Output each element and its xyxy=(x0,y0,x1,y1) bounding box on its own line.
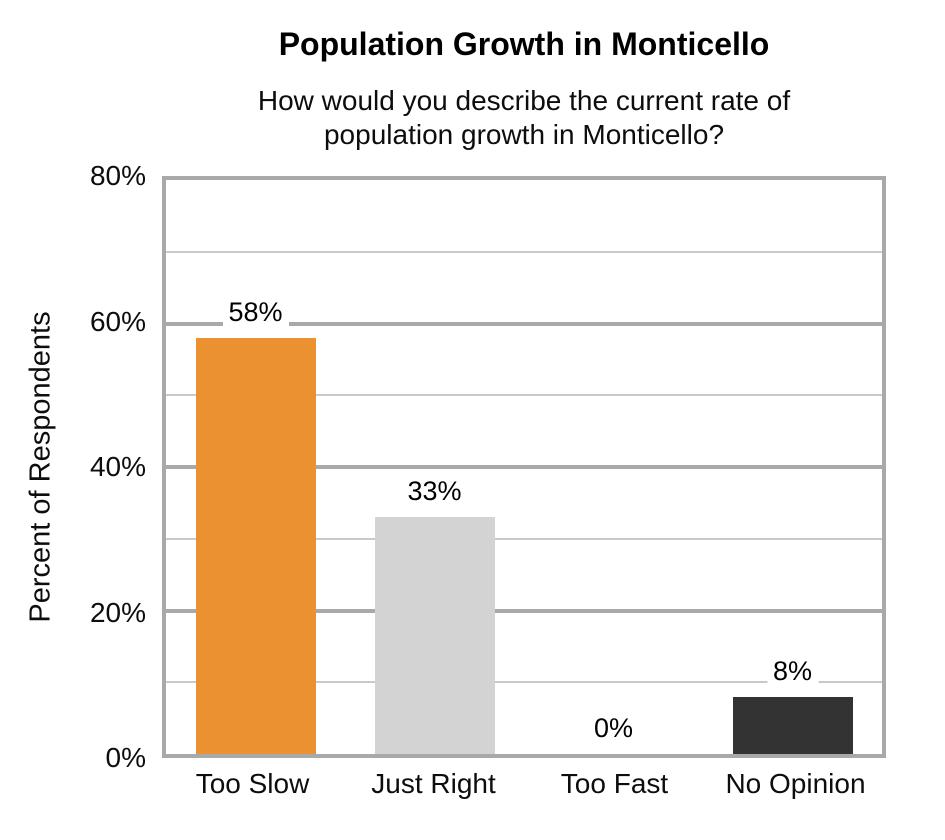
gridline-major-60 xyxy=(166,321,882,326)
y-tick-label-60: 60% xyxy=(89,305,146,337)
category-label-just-right: Just Right xyxy=(371,768,496,799)
y-tick-label-0: 0% xyxy=(105,742,146,773)
y-tick-label-20: 20% xyxy=(89,596,146,628)
chart-title: Population Growth in Monticello xyxy=(278,26,770,62)
gridline-minor-50 xyxy=(166,394,882,397)
plot-area: 58% 33% 0% 8% xyxy=(162,176,886,758)
bar xyxy=(732,696,853,754)
bar-slot-no-opinion: 8% xyxy=(703,180,882,754)
gridline-major-20 xyxy=(166,608,882,613)
bar-slot-too-fast: 0% xyxy=(524,180,703,754)
chart-subtitle-line-2: population growth in Monticello? xyxy=(323,119,725,150)
y-tick-label-80: 80% xyxy=(89,160,146,191)
category-label-too-fast: Too Fast xyxy=(560,768,669,799)
bar-value-label: 33% xyxy=(401,476,468,508)
gridline-minor-30 xyxy=(166,537,882,540)
bar-value-label: 0% xyxy=(587,713,640,744)
bar-value-label: 8% xyxy=(766,655,819,687)
bar xyxy=(195,337,316,754)
bar-slot-too-slow: 58% xyxy=(166,180,345,754)
bar-slot-just-right: 33% xyxy=(345,180,524,754)
bar-series: 58% 33% 0% 8% xyxy=(166,180,882,754)
gridline-major-40 xyxy=(166,465,882,469)
x-axis-labels: Too Slow Just Right Too Fast No Opinion xyxy=(162,768,886,800)
category-label-too-slow: Too Slow xyxy=(195,768,310,799)
category-label-no-opinion: No Opinion xyxy=(725,768,866,799)
y-tick-label-40: 40% xyxy=(89,451,146,482)
gridline-minor-70 xyxy=(166,250,882,253)
bar-value-label: 58% xyxy=(222,296,289,328)
bar xyxy=(374,517,495,754)
gridline-minor-10 xyxy=(166,681,882,684)
chart-subtitle-line-1: How would you describe the current rate … xyxy=(257,85,791,116)
chart-subtitle: How would you describe the current rate … xyxy=(112,84,936,152)
